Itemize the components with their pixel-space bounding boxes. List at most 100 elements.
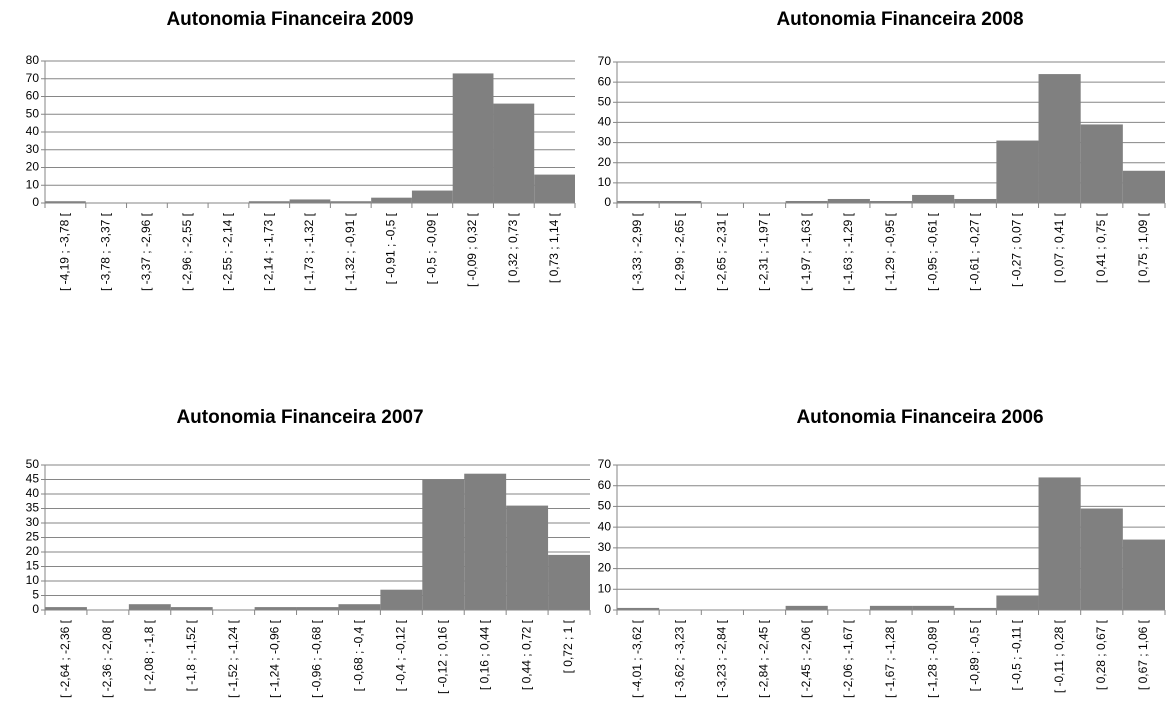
x-tick-label: [ -2,45 ; -2,06 [	[799, 619, 813, 698]
y-tick-label: 40	[26, 124, 40, 138]
x-tick-label: [ -3,37 ; -2,96 [	[139, 212, 153, 291]
bar	[45, 201, 86, 203]
bar	[785, 200, 828, 203]
y-tick-label: 20	[26, 544, 40, 558]
y-tick-label: 40	[26, 486, 40, 500]
y-tick-label: 10	[598, 175, 612, 189]
x-tick-label: [ 0,73 ; 1,14 [	[547, 212, 561, 283]
y-tick-label: 60	[598, 74, 612, 88]
bar	[869, 605, 913, 610]
bar	[869, 200, 913, 203]
chart-title: Autonomia Financeira 2006	[796, 407, 1043, 428]
bar	[422, 479, 465, 610]
bar	[1080, 124, 1123, 203]
x-tick-label: [ -2,64 ; -2,36 [	[58, 619, 72, 698]
x-tick-label: [ -3,62 ; -3,23 [	[672, 619, 686, 698]
x-tick-label: [ -2,36 ; -2,08 [	[100, 619, 114, 698]
x-tick-label: [ -0,5 ; -0,11 [	[1010, 619, 1024, 690]
bar	[248, 201, 290, 203]
x-tick-label: [ -0,61 ; -0,27 [	[967, 212, 981, 291]
bar	[371, 197, 412, 203]
x-tick-label: [ 0,32 ; 0,73 [	[506, 212, 520, 283]
x-tick-label: [ -0,11 ; 0,28 [	[1052, 619, 1066, 693]
y-tick-label: 20	[26, 160, 40, 174]
y-tick-label: 0	[604, 195, 611, 209]
y-tick-label: 5	[32, 588, 39, 602]
y-tick-label: 70	[598, 457, 612, 471]
y-tick-label: 30	[598, 540, 612, 554]
x-tick-label: [ 0,67 ; 1,06 [	[1136, 619, 1150, 690]
y-tick-label: 0	[604, 602, 611, 616]
x-tick-label: [ -0,91 ; -0,5 [	[384, 212, 398, 284]
x-tick-label: [ -2,84 ; -2,45 [	[757, 619, 771, 698]
bar	[827, 198, 870, 203]
x-tick-label: [ -0,96 ; -0,68 [	[310, 619, 324, 698]
x-tick-label: [ -1,24 ; -0,96 [	[268, 619, 282, 698]
bar	[954, 198, 997, 203]
bar	[996, 595, 1039, 610]
x-tick-label: [ 0,44 ; 0,72 [	[519, 619, 533, 690]
chart-title: Autonomia Financeira 2009	[166, 9, 413, 30]
bar	[254, 607, 297, 610]
bar	[617, 607, 660, 610]
x-tick-label: [ -1,67 ; -1,28 [	[883, 619, 897, 698]
bar	[170, 607, 213, 610]
bar	[338, 604, 381, 610]
x-tick-label: [ -0,5 ; -0,09 [	[424, 212, 438, 284]
x-tick-label: [ -0,68 ; -0,4 [	[352, 619, 366, 691]
bar	[289, 199, 331, 203]
bar	[1122, 539, 1165, 610]
x-tick-label: [ -2,65 ; -2,31 [	[715, 212, 729, 291]
y-tick-label: 10	[26, 177, 40, 191]
y-tick-label: 0	[32, 195, 39, 209]
bar	[996, 140, 1039, 203]
y-tick-label: 30	[26, 515, 40, 529]
x-tick-label: [ -3,78 ; -3,37 [	[98, 212, 112, 291]
bar	[128, 604, 171, 610]
x-tick-label: [ -0,4 ; -0,12 [	[394, 619, 408, 691]
bar	[1038, 477, 1081, 610]
y-tick-label: 35	[26, 501, 40, 515]
bar	[912, 605, 955, 610]
x-tick-label: [ 0,07 ; 0,41 [	[1052, 212, 1066, 283]
x-tick-label: [ -1,73 ; -1,32 [	[302, 212, 316, 291]
x-tick-label: [ 0,41 ; 0,75 [	[1094, 212, 1108, 283]
y-tick-label: 70	[598, 54, 612, 68]
x-tick-label: [ -1,28 ; -0,89 [	[925, 619, 939, 698]
bar	[912, 194, 955, 203]
x-tick-label: [ -2,14 ; -1,73 [	[261, 212, 275, 291]
x-tick-label: [ -1,32 ; -0,91 [	[343, 212, 357, 291]
bar	[45, 607, 87, 610]
x-tick-label: [ -0,12 ; 0,16 [	[435, 619, 449, 694]
chart-title: Autonomia Financeira 2007	[176, 407, 423, 428]
x-tick-label: [ -1,8 ; -1,52 [	[184, 619, 198, 691]
y-tick-label: 20	[598, 155, 612, 169]
x-tick-label: [ -2,99 ; -2,65 [	[672, 212, 686, 291]
x-tick-label: [ -0,09 ; 0,32 [	[465, 212, 479, 287]
y-tick-label: 15	[26, 559, 40, 573]
bar	[659, 200, 702, 203]
y-tick-label: 0	[32, 602, 39, 616]
bar	[464, 473, 507, 610]
y-tick-label: 45	[26, 472, 40, 486]
bar	[411, 190, 453, 203]
y-tick-label: 10	[26, 573, 40, 587]
y-tick-label: 10	[598, 581, 612, 595]
x-tick-label: [ 0,72 ; 1 [	[561, 619, 575, 673]
x-tick-label: [ -3,23 ; -2,84 [	[715, 619, 729, 698]
bar	[617, 200, 660, 203]
bar	[1122, 170, 1165, 203]
bar	[1038, 74, 1081, 203]
x-tick-label: [ -2,06 ; -1,67 [	[841, 619, 855, 698]
x-tick-label: [ -2,31 ; -1,97 [	[757, 212, 771, 291]
y-tick-label: 50	[26, 106, 40, 120]
bar	[380, 589, 423, 610]
x-tick-label: [ -4,01 ; -3,62 [	[630, 619, 644, 698]
bar	[506, 505, 549, 610]
x-tick-label: [ -3,33 ; -2,99 [	[630, 212, 644, 291]
x-tick-label: [ 0,75 ; 1,09 [	[1136, 212, 1150, 283]
x-tick-label: [ 0,28 ; 0,67 [	[1094, 619, 1108, 690]
bar	[548, 554, 590, 610]
bar	[534, 174, 575, 203]
